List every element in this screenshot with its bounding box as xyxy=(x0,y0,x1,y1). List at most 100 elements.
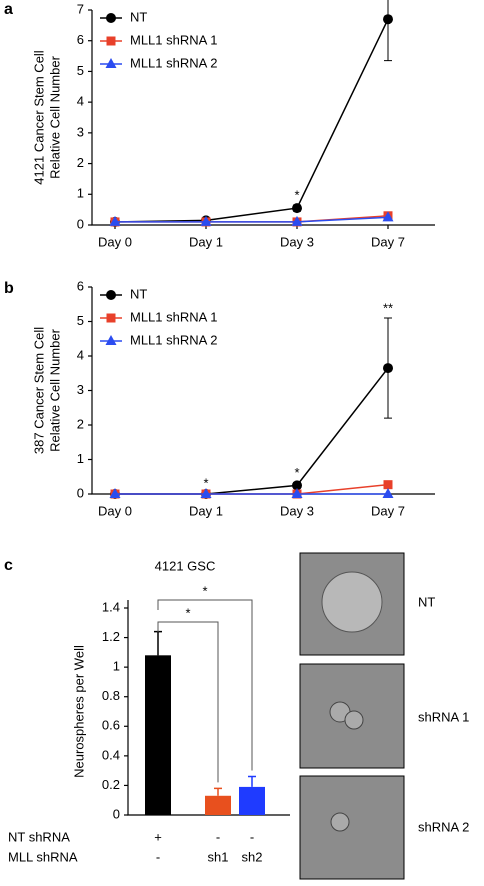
y-tick-label: 0 xyxy=(77,216,84,231)
y-tick-label: 1 xyxy=(77,186,84,201)
condition-value: - xyxy=(250,829,254,844)
y-tick-label: 4 xyxy=(77,94,84,109)
x-tick-label: Day 0 xyxy=(98,234,132,249)
y-tick-label: 1.2 xyxy=(102,629,120,644)
marker xyxy=(383,14,393,25)
y-tick-label: 6 xyxy=(77,278,84,293)
y-tick-label: 7 xyxy=(77,1,84,16)
y-tick-label: 0.8 xyxy=(102,688,120,703)
y-tick-label: 4 xyxy=(77,347,84,362)
legend-label: MLL1 shRNA 1 xyxy=(130,32,217,47)
micrographs xyxy=(299,552,405,880)
error-bar xyxy=(384,0,392,62)
condition-value: sh2 xyxy=(242,849,263,864)
significance: * xyxy=(202,583,207,598)
marker xyxy=(292,203,302,214)
y-tick-label: 6 xyxy=(77,32,84,47)
condition-value: + xyxy=(154,829,162,844)
marker xyxy=(106,13,116,23)
condition-label: NT shRNA xyxy=(8,829,70,844)
legend-label: MLL1 shRNA 2 xyxy=(130,55,217,70)
condition-value: - xyxy=(156,849,160,864)
x-tick-label: Day 3 xyxy=(280,503,314,518)
marker xyxy=(106,313,116,323)
bar xyxy=(145,655,171,815)
y-tick-label: 0.6 xyxy=(102,718,120,733)
y-tick-label: 1 xyxy=(113,659,120,674)
y-tick-label: 0.2 xyxy=(102,777,120,792)
y-tick-label: 3 xyxy=(77,382,84,397)
chart-title: 4121 GSC xyxy=(155,558,216,573)
y-tick-label: 0 xyxy=(113,806,120,821)
sphere xyxy=(321,571,383,633)
bracket xyxy=(157,621,219,783)
y-tick-label: 0.4 xyxy=(102,747,120,762)
condition-label: MLL shRNA xyxy=(8,849,78,864)
marker xyxy=(105,335,117,345)
image-label: shRNA 1 xyxy=(418,709,469,724)
marker xyxy=(382,488,394,498)
marker xyxy=(291,215,303,226)
image-label: NT xyxy=(418,594,435,609)
y-tick-label: 0 xyxy=(77,485,84,500)
bar xyxy=(205,795,231,815)
panel-label: b xyxy=(4,280,14,297)
y-axis-label: 4121 Cancer Stem Cell xyxy=(31,50,46,185)
marker xyxy=(200,215,212,226)
series-line xyxy=(114,18,389,223)
y-tick-label: 5 xyxy=(77,63,84,78)
marker xyxy=(109,215,121,226)
marker xyxy=(109,488,121,498)
image-label: shRNA 2 xyxy=(418,819,469,834)
significance: ** xyxy=(383,300,393,315)
error-bar xyxy=(214,787,222,796)
bar xyxy=(239,786,265,815)
x-tick-label: Day 1 xyxy=(189,503,223,518)
marker xyxy=(383,480,393,490)
x-tick-label: Day 3 xyxy=(280,234,314,249)
marker xyxy=(292,480,302,491)
condition-value: - xyxy=(216,829,220,844)
x-tick-label: Day 7 xyxy=(371,503,405,518)
y-axis-label: Relative Cell Number xyxy=(47,55,62,178)
error-bar xyxy=(154,630,162,656)
y-tick-label: 1.4 xyxy=(102,599,120,614)
x-tick-label: Day 1 xyxy=(189,234,223,249)
series-line xyxy=(115,216,389,223)
y-tick-label: 1 xyxy=(77,451,84,466)
series-line xyxy=(115,367,389,495)
significance: * xyxy=(203,476,208,491)
marker xyxy=(200,488,212,498)
marker xyxy=(382,211,394,222)
marker xyxy=(383,363,393,374)
legend-label: MLL1 shRNA 1 xyxy=(130,309,217,324)
marker xyxy=(291,488,303,498)
bracket xyxy=(157,599,253,771)
legend-label: NT xyxy=(130,286,147,301)
marker xyxy=(105,58,117,68)
y-axis-label: Neurospheres per Well xyxy=(71,645,86,778)
y-axis-label: Relative Cell Number xyxy=(47,328,62,451)
condition-value: sh1 xyxy=(208,849,229,864)
marker xyxy=(106,290,116,300)
legend-label: MLL1 shRNA 2 xyxy=(130,332,217,347)
sphere xyxy=(344,710,364,730)
y-tick-label: 2 xyxy=(77,155,84,170)
legend-label: NT xyxy=(130,9,147,24)
y-tick-label: 3 xyxy=(77,124,84,139)
y-axis-label: 387 Cancer Stem Cell xyxy=(31,327,46,454)
error-bar xyxy=(248,775,256,787)
significance: * xyxy=(294,465,299,480)
panel-label: c xyxy=(4,557,13,574)
x-tick-label: Day 7 xyxy=(371,234,405,249)
y-tick-label: 5 xyxy=(77,313,84,328)
significance: * xyxy=(185,605,190,620)
x-tick-label: Day 0 xyxy=(98,503,132,518)
sphere xyxy=(330,812,350,832)
marker xyxy=(106,36,116,46)
panel-label: a xyxy=(4,1,13,18)
image-sh2 xyxy=(299,775,405,880)
significance: * xyxy=(294,187,299,202)
